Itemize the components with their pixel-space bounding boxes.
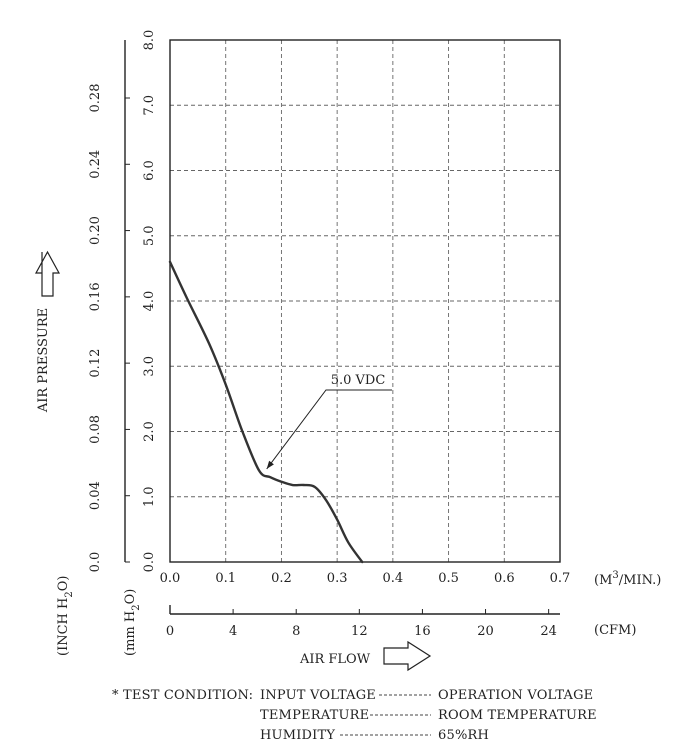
y-primary-unit: (mm H2O): [123, 589, 142, 656]
x-tick-label: 0.0: [160, 571, 181, 586]
annotation-arrowhead: [266, 460, 274, 469]
y-tick-label: 2.0: [142, 421, 157, 442]
secondary-y-tick-label: 0.04: [88, 481, 103, 510]
x-axis-label: AIR FLOW: [299, 652, 371, 667]
plot-frame: [169, 39, 561, 563]
y-tick-label: 0.0: [142, 552, 157, 573]
test-condition-prefix: * TEST CONDITION:: [112, 688, 253, 703]
secondary-y-tick-label: 0.28: [88, 84, 103, 113]
test-condition-label: TEMPERATURE: [260, 708, 369, 723]
test-condition-label: HUMIDITY: [260, 728, 335, 743]
y-secondary-unit: (INCH H2O): [56, 576, 75, 656]
y-tick-label: 5.0: [142, 225, 157, 246]
cfm-tick-label: 12: [351, 624, 368, 639]
x-primary-unit: (M3/MIN.): [594, 570, 661, 588]
secondary-y-tick-label: 0.16: [88, 282, 103, 311]
grid-lines: [170, 40, 560, 562]
x-secondary-unit: (CFM): [594, 623, 636, 638]
series-line: [168, 260, 364, 564]
x-tick-label: 0.2: [271, 571, 292, 586]
x-tick-label: 0.5: [438, 571, 459, 586]
right-arrow-icon: [383, 640, 432, 672]
y-tick-label: 1.0: [142, 486, 157, 507]
y-tick-label: 8.0: [142, 30, 157, 51]
tick-labels: 0.0 0.1 0.2 0.3 0.4 0.5 0.6 0.7 0.0 1.0 2.0 3.0 4.0 5…: [142, 30, 570, 586]
secondary-y-tick-label: 0.20: [88, 216, 103, 245]
y-tick-label: 6.0: [142, 160, 157, 181]
cfm-tick-label: 20: [477, 624, 494, 639]
cfm-tick-label: 4: [229, 624, 237, 639]
secondary-y-tick-label: 0.24: [88, 150, 103, 179]
x-tick-label: 0.4: [383, 571, 404, 586]
test-condition-block: * TEST CONDITION: INPUT VOLTAGE OPERATIO…: [112, 688, 597, 743]
x-tick-label: 0.3: [327, 571, 348, 586]
secondary-y-tick-label: 0.08: [88, 415, 103, 444]
cfm-axis: 0 4 8 12 16 20 24: [166, 605, 560, 639]
curve-layer: 5.0 VDC: [168, 260, 392, 564]
test-condition-value: 65%RH: [438, 728, 489, 743]
up-arrow-icon: [34, 250, 61, 297]
cfm-tick-label: 24: [540, 624, 557, 639]
test-condition-value: OPERATION VOLTAGE: [438, 688, 593, 703]
y-tick-label: 3.0: [142, 356, 157, 377]
annotation-label: 5.0 VDC: [331, 373, 386, 388]
y-tick-label: 7.0: [142, 95, 157, 116]
cfm-tick-label: 16: [414, 624, 431, 639]
cfm-tick-label: 8: [292, 624, 300, 639]
secondary-y-tick-label: 0.12: [88, 349, 103, 378]
y-tick-label: 4.0: [142, 291, 157, 312]
x-tick-label: 0.1: [215, 571, 236, 586]
x-tick-label: 0.7: [550, 571, 571, 586]
test-condition-value: ROOM TEMPERATURE: [438, 708, 597, 723]
y-axis-label: AIR PRESSURE: [36, 308, 51, 413]
x-tick-label: 0.6: [494, 571, 515, 586]
annotation-leader: [266, 389, 392, 470]
test-condition-label: INPUT VOLTAGE: [260, 688, 376, 703]
cfm-tick-label: 0: [166, 624, 174, 639]
secondary-y-tick-label: 0.0: [88, 552, 103, 573]
secondary-y-axis: 0.0 0.04 0.08 0.12 0.16 0.20 0.24 0.28: [88, 40, 130, 572]
